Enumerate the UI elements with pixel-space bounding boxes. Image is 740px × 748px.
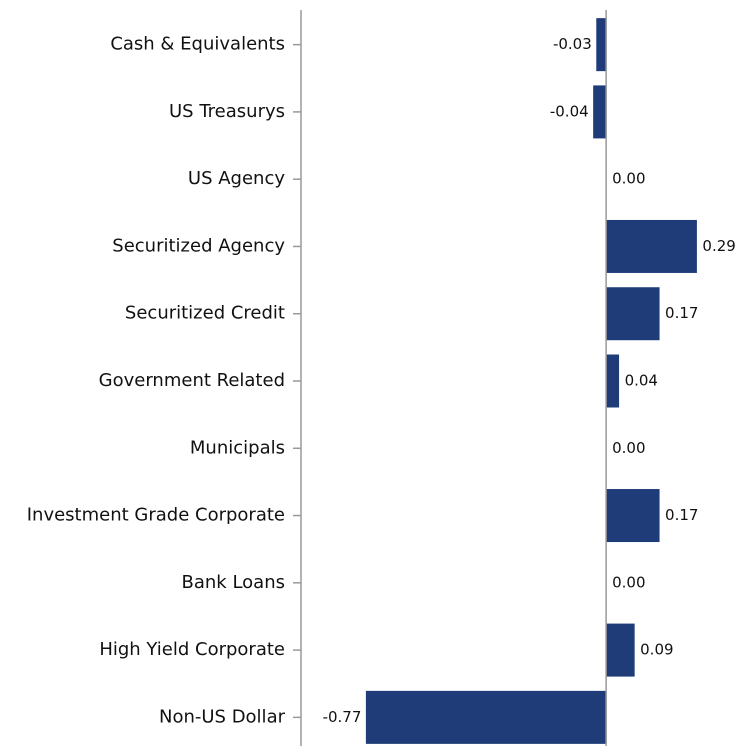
category-label: Bank Loans — [182, 572, 285, 593]
value-label: 0.17 — [665, 506, 698, 524]
bar — [605, 489, 660, 543]
category-label: US Treasurys — [169, 101, 285, 122]
value-label: 0.29 — [702, 237, 735, 255]
bar — [605, 354, 620, 408]
value-label: 0.09 — [640, 641, 673, 659]
value-label: -0.04 — [550, 102, 589, 120]
bar — [596, 18, 607, 72]
value-label: 0.00 — [612, 573, 645, 591]
value-label: -0.77 — [323, 708, 362, 726]
bar — [605, 623, 635, 677]
value-label: 0.04 — [625, 372, 658, 390]
category-label: Government Related — [99, 370, 285, 391]
value-label: 0.17 — [665, 304, 698, 322]
bar — [365, 690, 607, 744]
value-label: 0.00 — [612, 170, 645, 188]
value-label: -0.03 — [553, 35, 592, 53]
value-label: 0.00 — [612, 439, 645, 457]
bar — [605, 287, 660, 341]
category-label: Securitized Credit — [125, 303, 285, 324]
category-label: US Agency — [188, 168, 285, 189]
category-label: Municipals — [190, 437, 285, 458]
category-label: High Yield Corporate — [99, 639, 285, 660]
category-label: Securitized Agency — [112, 235, 285, 256]
category-label: Cash & Equivalents — [110, 34, 285, 55]
category-label: Non-US Dollar — [159, 706, 286, 727]
bar — [593, 85, 607, 139]
bar — [605, 219, 697, 273]
category-label: Investment Grade Corporate — [27, 505, 285, 526]
